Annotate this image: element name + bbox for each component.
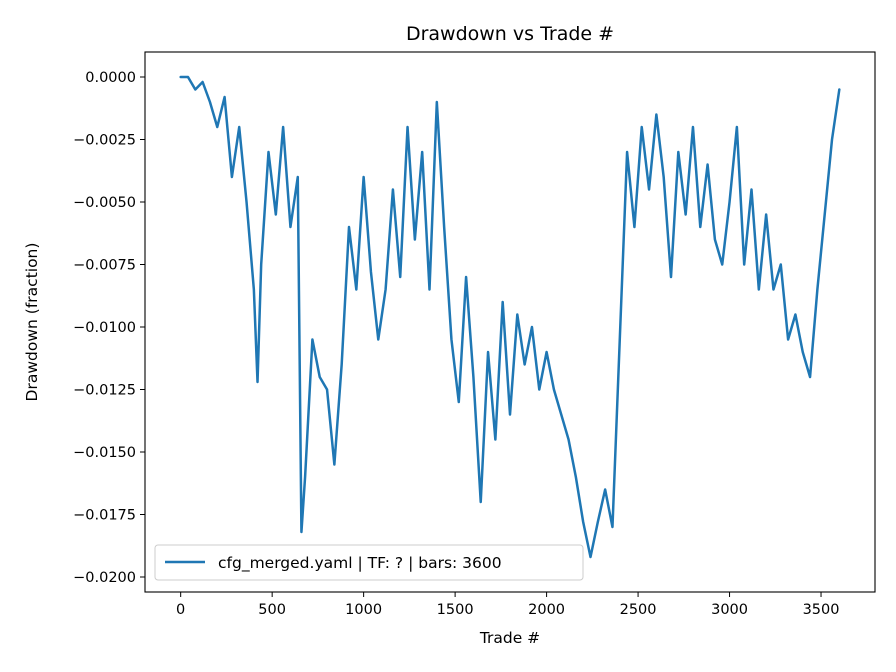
y-tick-label: −0.0150 <box>73 445 136 461</box>
y-tick-label: −0.0075 <box>73 258 136 274</box>
chart-title: Drawdown vs Trade # <box>406 23 614 45</box>
x-tick-label: 3500 <box>803 602 840 618</box>
x-axis-label: Trade # <box>479 629 540 647</box>
x-tick-label: 2000 <box>528 602 565 618</box>
x-tick-label: 3000 <box>711 602 748 618</box>
x-tick-label: 1000 <box>345 602 382 618</box>
plot-frame <box>144 51 876 593</box>
legend-entry-label: cfg_merged.yaml | TF: ? | bars: 3600 <box>218 554 502 573</box>
y-tick-label: −0.0200 <box>73 570 136 586</box>
y-tick-label: −0.0100 <box>73 320 136 336</box>
y-tick-label: −0.0175 <box>73 508 136 524</box>
axes: 0 500 1000 1500 2000 2500 3000 3500 0.0000 −0.002… <box>73 51 876 618</box>
y-tick-label: −0.0125 <box>73 383 136 399</box>
legend-box <box>154 544 584 581</box>
x-tick-label: 1500 <box>437 602 474 618</box>
x-tick-label: 0 <box>176 602 185 618</box>
y-tick-label: 0.0000 <box>85 70 136 86</box>
series-line-0 <box>179 75 841 559</box>
y-axis-label: Drawdown (fraction) <box>23 243 41 402</box>
x-tick-label: 500 <box>258 602 286 618</box>
y-tick-label: −0.0025 <box>73 133 136 149</box>
y-tick-label: −0.0050 <box>73 195 136 211</box>
plot-area <box>179 75 841 559</box>
x-tick-label: 2500 <box>620 602 657 618</box>
legend: cfg_merged.yaml | TF: ? | bars: 3600 <box>154 544 584 581</box>
